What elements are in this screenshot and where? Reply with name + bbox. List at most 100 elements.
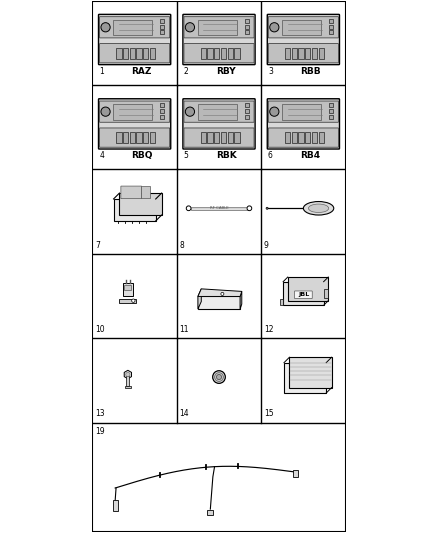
Text: RAZ: RAZ — [131, 67, 152, 76]
Circle shape — [101, 23, 110, 32]
Text: 14: 14 — [179, 409, 189, 418]
Circle shape — [132, 299, 135, 302]
Bar — [318, 47, 324, 59]
Bar — [130, 47, 135, 59]
Polygon shape — [288, 277, 328, 301]
Bar — [234, 132, 240, 143]
Bar — [113, 104, 152, 120]
Bar — [234, 47, 240, 59]
Bar — [329, 30, 333, 35]
FancyBboxPatch shape — [184, 101, 254, 122]
Polygon shape — [290, 357, 332, 387]
Text: 5: 5 — [184, 151, 188, 160]
Circle shape — [216, 375, 222, 379]
Bar — [292, 47, 297, 59]
Bar — [280, 298, 283, 305]
FancyBboxPatch shape — [268, 17, 339, 38]
FancyBboxPatch shape — [268, 128, 339, 147]
Bar — [136, 132, 142, 143]
Bar — [329, 19, 333, 23]
Bar — [298, 47, 304, 59]
Text: RBQ: RBQ — [131, 151, 152, 160]
Text: RB4: RB4 — [300, 151, 321, 160]
FancyBboxPatch shape — [184, 128, 254, 147]
Text: 1: 1 — [99, 67, 104, 76]
FancyBboxPatch shape — [268, 101, 339, 122]
FancyBboxPatch shape — [121, 186, 141, 199]
Text: 13: 13 — [95, 409, 105, 418]
Circle shape — [270, 23, 279, 32]
Circle shape — [215, 373, 223, 382]
Circle shape — [101, 107, 110, 116]
Bar — [123, 47, 128, 59]
Bar — [160, 109, 164, 113]
Bar — [201, 132, 206, 143]
Circle shape — [185, 23, 194, 32]
Bar — [221, 47, 226, 59]
FancyBboxPatch shape — [99, 17, 170, 38]
Text: 11: 11 — [179, 325, 189, 334]
Polygon shape — [113, 199, 156, 221]
Bar — [207, 132, 212, 143]
Polygon shape — [198, 296, 240, 309]
FancyBboxPatch shape — [99, 44, 170, 63]
Circle shape — [270, 107, 279, 116]
Bar — [207, 47, 212, 59]
Bar — [293, 470, 298, 478]
FancyBboxPatch shape — [184, 44, 254, 63]
Bar — [160, 30, 164, 35]
Circle shape — [221, 293, 224, 295]
Text: RBB: RBB — [300, 67, 321, 76]
Text: 4: 4 — [99, 151, 104, 160]
Bar — [245, 19, 249, 23]
Bar — [214, 132, 219, 143]
Bar — [324, 289, 328, 298]
Bar — [285, 47, 290, 59]
Bar — [143, 47, 148, 59]
FancyBboxPatch shape — [267, 14, 339, 64]
FancyBboxPatch shape — [183, 14, 255, 64]
Bar — [125, 386, 131, 388]
Bar — [312, 132, 317, 143]
Text: 7: 7 — [95, 240, 100, 249]
Bar — [282, 20, 321, 36]
Bar — [191, 207, 247, 210]
Bar — [245, 25, 249, 29]
FancyBboxPatch shape — [268, 44, 339, 63]
Bar — [312, 47, 317, 59]
FancyBboxPatch shape — [99, 101, 170, 122]
Polygon shape — [284, 362, 326, 393]
Text: 3: 3 — [268, 67, 273, 76]
Bar — [130, 132, 135, 143]
Bar — [227, 47, 233, 59]
Bar — [329, 103, 333, 107]
Circle shape — [213, 371, 225, 383]
Bar — [305, 132, 311, 143]
Bar — [113, 500, 118, 511]
Circle shape — [186, 206, 191, 211]
Bar — [201, 47, 206, 59]
Bar — [123, 132, 128, 143]
Circle shape — [266, 207, 268, 209]
Bar — [198, 20, 237, 36]
Bar — [126, 376, 129, 386]
Text: RBY: RBY — [216, 67, 236, 76]
Text: 10: 10 — [95, 325, 105, 334]
Bar — [123, 284, 133, 296]
Bar — [245, 109, 249, 113]
Text: RF CABLE: RF CABLE — [210, 206, 228, 210]
Bar — [305, 47, 311, 59]
Text: 19: 19 — [95, 427, 105, 436]
Circle shape — [126, 373, 130, 377]
Bar — [282, 104, 321, 120]
Polygon shape — [198, 289, 242, 296]
Bar — [160, 19, 164, 23]
Polygon shape — [120, 193, 162, 215]
FancyBboxPatch shape — [267, 99, 339, 149]
Bar — [113, 20, 152, 36]
Bar — [160, 25, 164, 29]
Circle shape — [185, 107, 194, 116]
Text: 9: 9 — [264, 240, 268, 249]
Bar — [120, 298, 136, 303]
FancyBboxPatch shape — [99, 14, 171, 64]
